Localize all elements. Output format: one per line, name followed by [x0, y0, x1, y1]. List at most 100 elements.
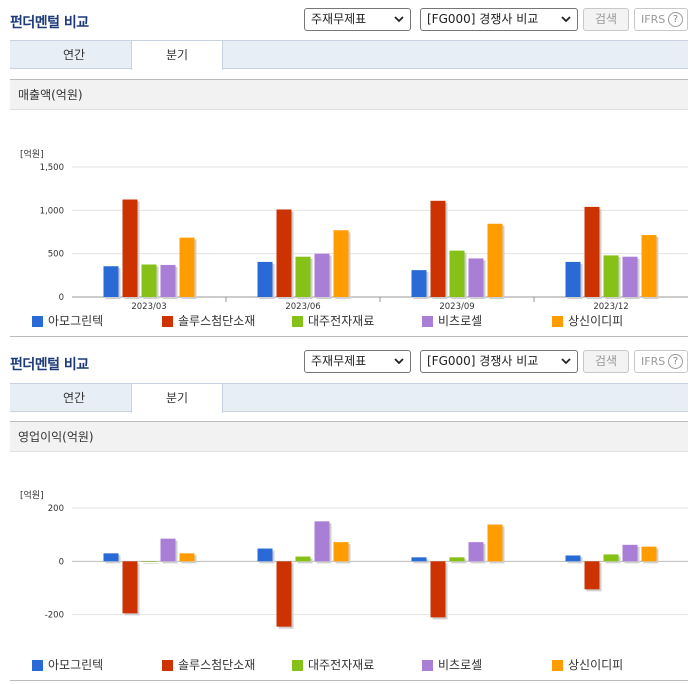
bar-솔루스첨단소재	[276, 209, 292, 297]
bar-상신이디피	[333, 230, 349, 297]
legend-swatch	[32, 316, 43, 327]
bar-솔루스첨단소재	[584, 206, 600, 297]
bar-비츠로셀	[622, 256, 638, 297]
ifrs-help-button[interactable]: IFRS ?	[634, 8, 688, 31]
bar-비츠로셀	[468, 542, 484, 562]
legend-label: 솔루스첨단소재	[178, 658, 256, 672]
chevron-down-icon	[394, 16, 404, 23]
peer-group-select[interactable]: [FG000] 경쟁사 비교	[420, 8, 578, 31]
x-tick-label: 2023/12	[593, 302, 628, 312]
fundamental-section-revenue: 펀더멘털 비교 주재무제표 [FG000] 경쟁사 비교 검색 IFRS ? 연…	[0, 0, 696, 337]
y-tick-label: 0	[59, 293, 64, 303]
bar-아모그린텍	[103, 266, 119, 297]
bar-대주전자재료	[603, 554, 619, 562]
chevron-down-icon	[561, 16, 571, 23]
section-title: 펀더멘털 비교	[10, 15, 89, 31]
ifrs-label: IFRS	[641, 355, 666, 368]
bar-대주전자재료	[141, 264, 157, 297]
statement-type-select[interactable]: 주재무제표	[304, 8, 411, 31]
tab-quarterly[interactable]: 분기	[131, 41, 223, 70]
y-tick-label: 500	[48, 250, 64, 260]
revenue-chart-box: 매출액(억원) [억원] 0 500 1,000 1,500 2023/03 2023/06…	[10, 79, 688, 337]
legend-item: 상신이디피	[552, 313, 623, 329]
legend-item: 아모그린텍	[32, 313, 103, 329]
y-unit-label: [억원]	[20, 148, 44, 160]
bar-아모그린텍	[411, 270, 427, 297]
bar-솔루스첨단소재	[122, 561, 138, 614]
bar-솔루스첨단소재	[122, 199, 138, 297]
bar-상신이디피	[641, 235, 657, 297]
legend-label: 아모그린텍	[48, 314, 104, 328]
bar-솔루스첨단소재	[584, 561, 600, 590]
chart-legend: 아모그린텍 솔루스첨단소재 대주전자재료 비츠로셀 상신이디피	[10, 657, 688, 673]
search-button[interactable]: 검색	[583, 8, 629, 31]
section-header: 펀더멘털 비교 주재무제표 [FG000] 경쟁사 비교 검색 IFRS ?	[0, 342, 696, 382]
legend-label: 솔루스첨단소재	[178, 314, 256, 328]
bar-비츠로셀	[314, 253, 330, 297]
bar-솔루스첨단소재	[276, 561, 292, 627]
bar-shadow	[143, 563, 159, 564]
legend-label: 아모그린텍	[48, 658, 104, 672]
chevron-down-icon	[394, 358, 404, 365]
section-title: 펀더멘털 비교	[10, 357, 89, 373]
legend-swatch	[292, 316, 303, 327]
legend-item: 비츠로셀	[422, 657, 482, 673]
bar-상신이디피	[333, 542, 349, 562]
chevron-down-icon	[561, 358, 571, 365]
legend-item: 비츠로셀	[422, 313, 482, 329]
legend-item: 솔루스첨단소재	[162, 313, 255, 329]
bar-비츠로셀	[160, 538, 176, 562]
legend-swatch	[292, 660, 303, 671]
tab-annual[interactable]: 연간	[62, 391, 86, 405]
x-tick-label: 2023/09	[439, 302, 474, 312]
legend-label: 비츠로셀	[438, 314, 483, 328]
ifrs-help-button[interactable]: IFRS ?	[634, 350, 688, 373]
tab-annual[interactable]: 연간	[62, 48, 86, 62]
operating-profit-chart: [억원]-400-20002002023/032023/062023/09202…	[20, 489, 688, 629]
period-tabs: 연간 분기	[10, 40, 688, 70]
search-button[interactable]: 검색	[583, 350, 629, 373]
revenue-chart: [억원] 0 500 1,000 1,500 2023/03 2023/06 2023/09 2…	[20, 148, 688, 312]
bar-상신이디피	[487, 223, 503, 297]
ifrs-label: IFRS	[641, 13, 666, 26]
operating-profit-chart-box: 영업이익(억원) [억원]-400-20002002023/032023/062…	[10, 421, 688, 681]
y-tick-label: 1,000	[40, 206, 64, 216]
bar-상신이디피	[179, 553, 195, 562]
bar-아모그린텍	[257, 548, 273, 562]
legend-item: 대주전자재료	[292, 657, 374, 673]
chart-title: 매출액(억원)	[10, 80, 688, 110]
y-tick-label: -200	[45, 611, 64, 621]
legend-swatch	[422, 660, 433, 671]
bar-솔루스첨단소재	[430, 200, 446, 297]
bar-아모그린텍	[257, 261, 273, 297]
bar-상신이디피	[641, 546, 657, 562]
bar-상신이디피	[179, 237, 195, 297]
chart-legend: 아모그린텍 솔루스첨단소재 대주전자재료 비츠로셀 상신이디피	[10, 313, 688, 329]
bar-아모그린텍	[411, 557, 427, 562]
legend-label: 비츠로셀	[438, 658, 483, 672]
section-header: 펀더멘털 비교 주재무제표 [FG000] 경쟁사 비교 검색 IFRS ?	[0, 0, 696, 40]
bar-상신이디피	[487, 524, 503, 562]
bar-아모그린텍	[565, 261, 581, 297]
legend-label: 대주전자재료	[308, 658, 375, 672]
help-icon: ?	[668, 12, 683, 27]
peer-group-value: [FG000] 경쟁사 비교	[427, 12, 539, 26]
fundamental-section-operating-profit: 펀더멘털 비교 주재무제표 [FG000] 경쟁사 비교 검색 IFRS ? 연…	[0, 342, 696, 681]
bar-대주전자재료	[449, 250, 465, 297]
bar-비츠로셀	[468, 258, 484, 297]
statement-type-select[interactable]: 주재무제표	[304, 350, 411, 373]
legend-label: 대주전자재료	[308, 314, 375, 328]
bar-비츠로셀	[160, 264, 176, 297]
legend-label: 상신이디피	[568, 314, 624, 328]
y-tick-label: 1,500	[40, 163, 64, 173]
legend-swatch	[162, 660, 173, 671]
period-tabs: 연간 분기	[10, 383, 688, 413]
y-tick-label: 200	[48, 504, 64, 514]
bar-대주전자재료	[449, 557, 465, 562]
legend-item: 대주전자재료	[292, 313, 374, 329]
legend-swatch	[162, 316, 173, 327]
chart-title: 영업이익(억원)	[10, 422, 688, 452]
legend-item: 솔루스첨단소재	[162, 657, 255, 673]
peer-group-select[interactable]: [FG000] 경쟁사 비교	[420, 350, 578, 373]
tab-quarterly[interactable]: 분기	[131, 384, 223, 413]
